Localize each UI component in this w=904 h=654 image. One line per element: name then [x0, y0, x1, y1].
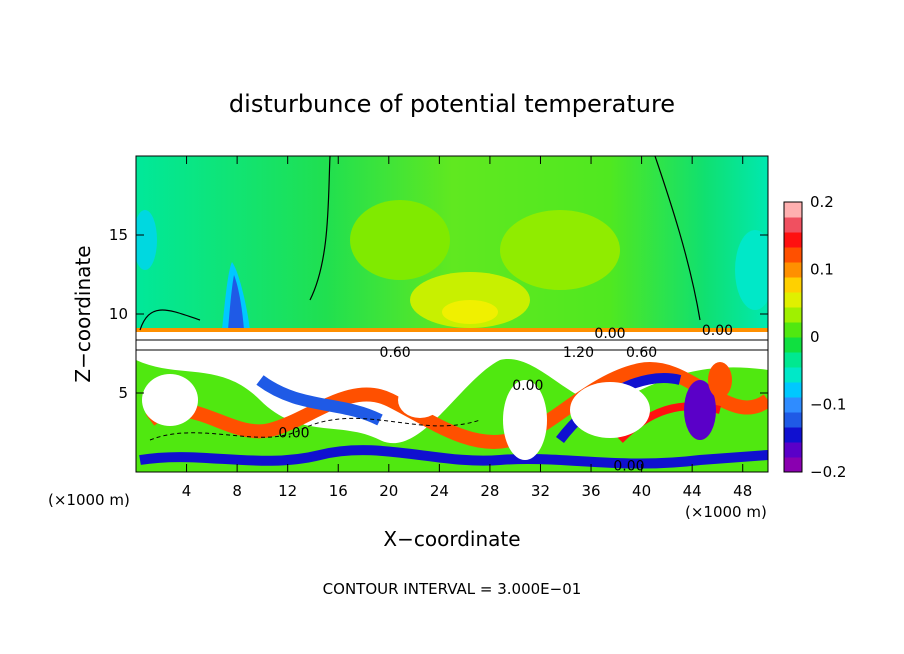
- x-tick-label: 8: [232, 482, 242, 500]
- colorbar-frame: [783, 201, 803, 473]
- colorbar-swatch: [784, 352, 802, 368]
- x-tick-label: 40: [632, 482, 651, 500]
- y-tick-label: 10: [109, 305, 128, 323]
- contour-label: 0.00: [613, 459, 644, 475]
- y-tick-label: 15: [109, 226, 128, 244]
- x-unit-right: (×1000 m): [685, 503, 767, 521]
- x-tick-label: 16: [329, 482, 348, 500]
- colorbar-swatch: [784, 382, 802, 398]
- colorbar-swatch: [784, 442, 802, 458]
- colorbar-swatch: [784, 457, 802, 473]
- chart-title: disturbunce of potential temperature: [229, 90, 675, 118]
- colorbar-tick-label: 0.1: [810, 261, 834, 279]
- y-tick-label: 5: [118, 384, 128, 402]
- x-tick-label: 32: [531, 482, 550, 500]
- colorbar-swatch: [784, 367, 802, 383]
- x-axis-label: X−coordinate: [383, 527, 520, 551]
- colorbar-swatch: [784, 337, 802, 353]
- heatmap-field: [136, 156, 768, 472]
- colorbar-swatch: [784, 322, 802, 338]
- contour-label: 0.00: [512, 378, 543, 394]
- contour-label: 0.60: [626, 345, 657, 361]
- colorbar-swatch: [784, 277, 802, 293]
- colorbar-swatch: [784, 307, 802, 323]
- y-axis-label: Z−coordinate: [71, 245, 95, 382]
- contour-label: 0.00: [278, 426, 309, 442]
- contour-interval: CONTOUR INTERVAL = 3.000E−01: [323, 580, 582, 598]
- x-tick-label: 48: [733, 482, 752, 500]
- colorbar: 0.2 0.1 0 −0.1 −0.2: [783, 193, 846, 481]
- contour-label: 0.00: [702, 323, 733, 339]
- colorbar-tick-label: −0.2: [810, 463, 846, 481]
- colorbar-tick-label: 0.2: [810, 193, 834, 211]
- colorbar-swatch: [784, 262, 802, 278]
- colorbar-swatch: [784, 397, 802, 413]
- contour-label: 0.00: [594, 326, 625, 342]
- x-tick-label: 20: [379, 482, 398, 500]
- colorbar-swatch: [784, 427, 802, 443]
- x-tick-label: 36: [581, 482, 600, 500]
- contour-label: 0.60: [380, 345, 411, 361]
- colorbar-swatch: [784, 232, 802, 248]
- x-unit-left: (×1000 m): [48, 491, 130, 509]
- x-tick-label: 4: [182, 482, 192, 500]
- colorbar-swatch: [784, 247, 802, 263]
- colorbar-tick-label: 0: [810, 328, 820, 346]
- x-tick-label: 44: [683, 482, 702, 500]
- colorbar-swatch: [784, 217, 802, 233]
- x-tick-label: 12: [278, 482, 297, 500]
- x-tick-label: 28: [480, 482, 499, 500]
- contour-label: 1.20: [563, 345, 594, 361]
- colorbar-swatch: [784, 202, 802, 218]
- x-tick-label: 24: [430, 482, 449, 500]
- colorbar-tick-label: −0.1: [810, 396, 846, 414]
- colorbar-swatch: [784, 292, 802, 308]
- colorbar-swatch: [784, 412, 802, 428]
